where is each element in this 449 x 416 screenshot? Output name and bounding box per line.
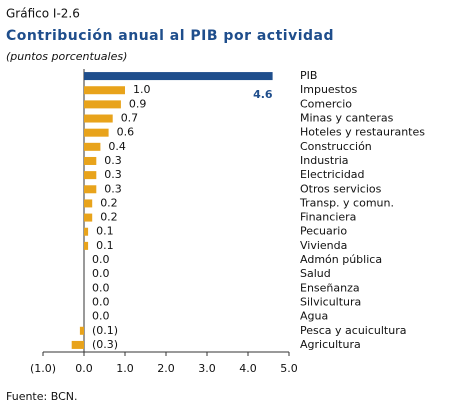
value-label: 0.3 bbox=[104, 154, 122, 167]
value-label: 0.7 bbox=[121, 112, 139, 125]
category-label: Construcción bbox=[300, 140, 372, 153]
value-label: (0.3) bbox=[92, 338, 118, 351]
value-label: (0.1) bbox=[92, 324, 118, 337]
value-label: 0.0 bbox=[92, 253, 110, 266]
value-label: 1.0 bbox=[133, 83, 151, 96]
category-label: Salud bbox=[300, 267, 331, 280]
bar bbox=[84, 227, 89, 236]
value-label: 0.2 bbox=[100, 211, 118, 224]
category-label: Minas y canteras bbox=[300, 112, 394, 125]
category-label: Admón pública bbox=[300, 253, 382, 266]
category-label: Enseñanza bbox=[300, 281, 360, 294]
category-label: Otros servicios bbox=[300, 182, 382, 195]
value-label: 0.0 bbox=[92, 310, 110, 323]
category-label: PIB bbox=[300, 69, 317, 82]
source: Fuente: BCN. bbox=[6, 390, 77, 403]
category-label: Agricultura bbox=[300, 338, 361, 351]
category-label: Industria bbox=[300, 154, 349, 167]
bar bbox=[84, 213, 93, 222]
category-label: Silvicultura bbox=[300, 295, 361, 308]
category-label: Pecuario bbox=[300, 225, 347, 238]
bar bbox=[84, 114, 113, 123]
value-label: 4.6 bbox=[253, 88, 273, 101]
chart-title: Contribución anual al PIB por actividad bbox=[6, 28, 334, 44]
value-label: 0.0 bbox=[92, 295, 110, 308]
category-label: Agua bbox=[300, 310, 328, 323]
chart-label: Gráfico I-2.6 bbox=[6, 7, 80, 21]
x-tick-label: 2.0 bbox=[157, 362, 175, 375]
value-label: 0.1 bbox=[96, 239, 114, 252]
category-label: Vivienda bbox=[300, 239, 347, 252]
bar bbox=[84, 241, 89, 250]
category-label: Financiera bbox=[300, 211, 356, 224]
x-tick-label: 3.0 bbox=[198, 362, 216, 375]
x-tick-label: 0.0 bbox=[75, 362, 93, 375]
bar bbox=[84, 156, 97, 165]
category-label: Hoteles y restaurantes bbox=[300, 126, 425, 139]
bar bbox=[84, 86, 125, 95]
value-label: 0.2 bbox=[100, 196, 118, 209]
x-tick-label: 5.0 bbox=[280, 362, 298, 375]
chart-subtitle: (puntos porcentuales) bbox=[6, 50, 127, 63]
category-label: Pesca y acuicultura bbox=[300, 324, 406, 337]
bar bbox=[71, 340, 84, 349]
x-tick-label: 1.0 bbox=[116, 362, 134, 375]
value-label: 0.3 bbox=[104, 168, 122, 181]
value-label: 0.1 bbox=[96, 225, 114, 238]
bar bbox=[84, 142, 101, 151]
bar bbox=[84, 128, 109, 137]
category-label: Impuestos bbox=[300, 83, 357, 96]
value-label: 0.3 bbox=[104, 182, 122, 195]
category-label: Comercio bbox=[300, 97, 352, 110]
value-label: 0.4 bbox=[108, 140, 126, 153]
bar bbox=[84, 199, 93, 208]
value-label: 0.0 bbox=[92, 267, 110, 280]
x-tick-label: (1.0) bbox=[30, 362, 56, 375]
x-tick-label: 4.0 bbox=[239, 362, 257, 375]
bar bbox=[84, 72, 273, 81]
bar bbox=[79, 326, 84, 335]
value-label: 0.0 bbox=[92, 281, 110, 294]
value-label: 0.6 bbox=[117, 126, 135, 139]
category-label: Transp. y comun. bbox=[299, 196, 394, 209]
category-label: Electricidad bbox=[300, 168, 365, 181]
bar bbox=[84, 100, 121, 109]
bar bbox=[84, 171, 97, 180]
value-label: 0.9 bbox=[129, 97, 147, 110]
bar bbox=[84, 185, 97, 194]
